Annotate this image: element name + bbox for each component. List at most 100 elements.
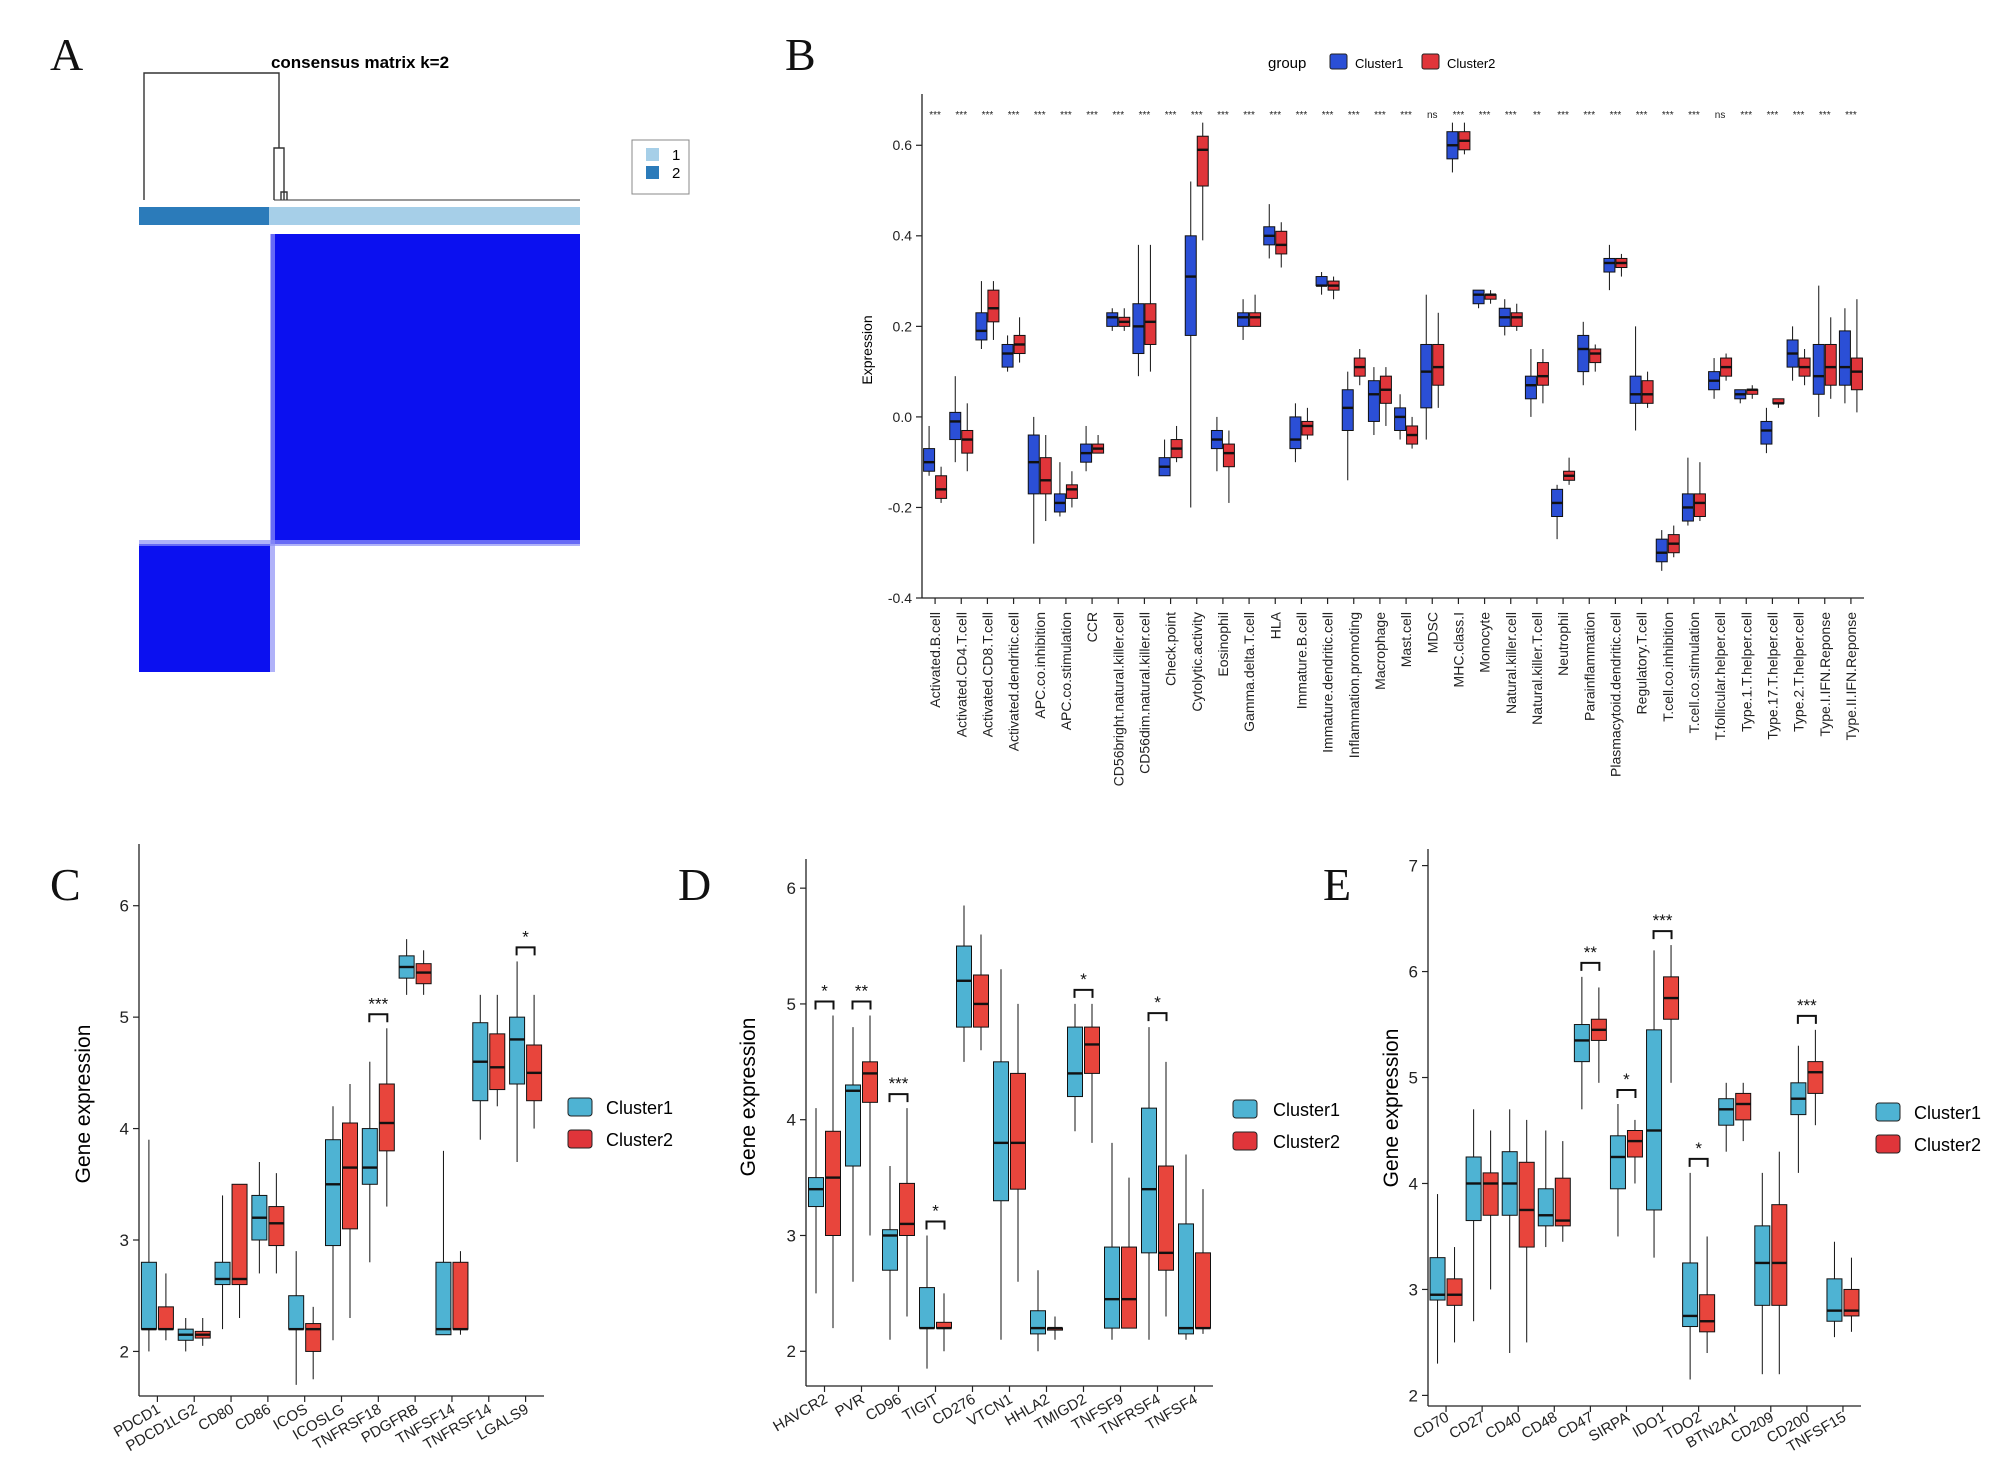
- matrix-boundary-v: [270, 234, 275, 672]
- panelB-category-label: Activated.CD8.T.cell: [979, 612, 995, 737]
- panelC-sig-bracket: [368, 1013, 389, 1023]
- panelB-sig-label: ***: [1217, 110, 1229, 121]
- panelB-category-label: CCR: [1084, 612, 1100, 642]
- panelB-category-label: Immature.dendritic.cell: [1320, 612, 1336, 753]
- panelD-sig-bracket: [1073, 988, 1094, 998]
- panelD-sig-label: *: [932, 1201, 939, 1220]
- box-cluster1: [1367, 380, 1380, 422]
- box-cluster1: [993, 1061, 1009, 1202]
- panelD-sig-bracket: [814, 1000, 835, 1010]
- legend-label-2: 2: [672, 165, 680, 182]
- box-cluster1: [1027, 434, 1040, 495]
- panelD-legend: Cluster1 Cluster2: [1232, 1099, 1340, 1152]
- legend-swatch-2: [646, 166, 659, 179]
- legend-swatch-1: [646, 148, 659, 161]
- panelB-sig-label: ***: [955, 110, 967, 121]
- box-cluster2: [1482, 1172, 1499, 1216]
- panelD-y-tick-label: 4: [787, 1111, 796, 1130]
- box-cluster2: [1275, 230, 1288, 255]
- box-cluster1: [956, 945, 972, 1028]
- box-cluster1: [1132, 303, 1145, 355]
- panelC-legend-swatch-cluster1: [567, 1097, 593, 1117]
- matrix-block-cluster2: [139, 544, 270, 672]
- box-cluster1: [919, 1287, 935, 1329]
- panelD-sig-bracket: [851, 1000, 872, 1010]
- panelB-category-label: Activated.B.cell: [927, 612, 943, 708]
- panelB-y-tick-label: -0.2: [888, 499, 912, 515]
- box-cluster2: [961, 429, 974, 454]
- box-cluster1: [1718, 1098, 1735, 1126]
- panelC-y-axis-label: Gene expression: [72, 1025, 95, 1184]
- panelC-category-label: CD86: [232, 1401, 274, 1435]
- box-cluster2: [1249, 312, 1262, 327]
- box-cluster2: [1084, 1026, 1100, 1074]
- box-cluster1: [1341, 389, 1354, 431]
- panelE-y-tick-label: 4: [1409, 1174, 1418, 1193]
- box-cluster1: [1106, 312, 1119, 327]
- panelB-sig-label: ***: [1688, 110, 1700, 121]
- panelB-category-label: T.cell.co.stimulation: [1686, 612, 1702, 733]
- panelB-sig-label: ***: [1400, 110, 1412, 121]
- panelB-category-label: Activated.dendritic.cell: [1006, 612, 1022, 751]
- panelE-sig-label: ***: [1653, 911, 1673, 930]
- panelD-sig-label: *: [1154, 993, 1161, 1012]
- box-cluster1: [1465, 1156, 1482, 1222]
- panelE-y-axis-label: Gene expression: [1380, 1029, 1403, 1188]
- panelB-sig-label: ns: [1715, 110, 1726, 121]
- box-cluster1: [923, 448, 936, 472]
- panelB-sig-label: ***: [1191, 110, 1203, 121]
- box-cluster1: [325, 1139, 341, 1247]
- panelB-legend-swatch-cluster1: [1329, 53, 1348, 70]
- box-cluster2: [1850, 357, 1863, 391]
- box-cluster1: [214, 1261, 231, 1286]
- box-cluster1: [808, 1177, 824, 1208]
- box-cluster1: [975, 312, 988, 341]
- panelD-category-label: HAVCR2: [770, 1391, 830, 1436]
- panelC-legend-swatch-cluster2: [567, 1129, 593, 1149]
- panelD-y-tick-label: 3: [787, 1226, 796, 1245]
- panelB-category-label: Cytolytic.activity: [1189, 612, 1205, 712]
- panelB-category-label: CD56bright.natural.killer.cell: [1110, 612, 1126, 786]
- box-cluster2: [1039, 457, 1052, 495]
- panelB-sig-label: ***: [1505, 110, 1517, 121]
- box-cluster2: [1693, 493, 1706, 518]
- panelE-category-label: CD48: [1519, 1409, 1561, 1443]
- panelC-legend-label-cluster1: Cluster1: [606, 1098, 673, 1118]
- panelD-sig-bracket: [888, 1093, 909, 1103]
- cluster-bar-1: [269, 207, 580, 225]
- box-cluster1: [1760, 420, 1773, 445]
- panelB-sig-label: ***: [1034, 110, 1046, 121]
- box-cluster2: [862, 1061, 878, 1103]
- box-cluster1: [1315, 276, 1328, 287]
- panelD-y-tick-label: 2: [787, 1342, 796, 1361]
- panelB-category-label: Activated.CD4.T.cell: [953, 612, 969, 737]
- panelE-y-tick-label: 6: [1409, 963, 1418, 982]
- box-cluster1: [1104, 1246, 1120, 1329]
- box-cluster2: [1065, 484, 1078, 499]
- panelB-category-label: MDSC: [1424, 612, 1440, 653]
- box-cluster2: [1843, 1288, 1860, 1317]
- panelE-y-tick-label: 5: [1409, 1068, 1418, 1087]
- panelB-legend-swatch-cluster2: [1421, 53, 1440, 70]
- box-cluster2: [231, 1183, 248, 1286]
- box-cluster2: [1301, 420, 1314, 436]
- panelB-y-axis-label: Expression: [859, 315, 875, 384]
- box-cluster1: [1184, 235, 1197, 336]
- matrix-block-cluster1: [271, 234, 580, 544]
- panelB-y-tick-label: 0.6: [893, 137, 913, 153]
- panelB-y-tick-label: 0.4: [893, 228, 913, 244]
- consensus-matrix-title: consensus matrix k=2: [271, 53, 449, 72]
- box-cluster2: [1641, 380, 1654, 404]
- box-cluster2: [1824, 343, 1837, 386]
- box-cluster2: [1699, 1294, 1716, 1333]
- box-cluster2: [268, 1206, 285, 1247]
- panelB-category-label: Neutrophil: [1555, 612, 1571, 676]
- panelB-category-label: HLA: [1267, 611, 1283, 639]
- panelB-sig-label: ***: [1845, 110, 1857, 121]
- panelD-legend-label-cluster1: Cluster1: [1273, 1100, 1340, 1120]
- box-cluster1: [1429, 1257, 1446, 1301]
- panelB-sig-label: ***: [1165, 110, 1177, 121]
- panelE-category-label: CD40: [1482, 1409, 1524, 1443]
- panelB-sig-label: ***: [1086, 110, 1098, 121]
